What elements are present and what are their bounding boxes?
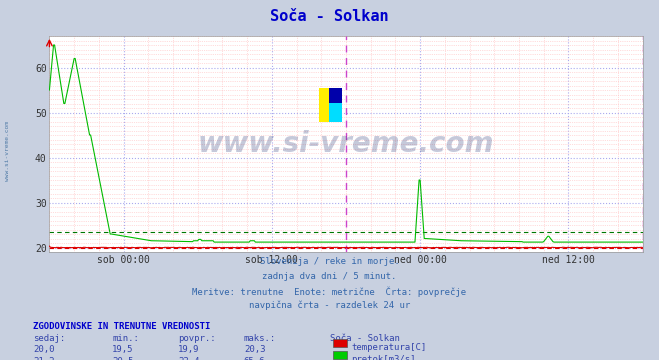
Text: povpr.:: povpr.: (178, 334, 215, 343)
Text: zadnja dva dni / 5 minut.: zadnja dva dni / 5 minut. (262, 272, 397, 281)
Text: 19,5: 19,5 (112, 345, 134, 354)
Bar (320, 88, 342, 122)
Text: 20,3: 20,3 (244, 345, 266, 354)
Text: maks.:: maks.: (244, 334, 276, 343)
Text: ZGODOVINSKE IN TRENUTNE VREDNOSTI: ZGODOVINSKE IN TRENUTNE VREDNOSTI (33, 322, 210, 331)
Text: www.si-vreme.com: www.si-vreme.com (5, 121, 11, 181)
Text: 21,2: 21,2 (33, 357, 55, 360)
Text: 19,9: 19,9 (178, 345, 200, 354)
Text: 23,4: 23,4 (178, 357, 200, 360)
Text: www.si-vreme.com: www.si-vreme.com (198, 130, 494, 158)
Bar (330, 88, 342, 103)
Text: temperatura[C]: temperatura[C] (351, 343, 426, 352)
Text: Meritve: trenutne  Enote: metrične  Črta: povprečje: Meritve: trenutne Enote: metrične Črta: … (192, 286, 467, 297)
Text: navpična črta - razdelek 24 ur: navpična črta - razdelek 24 ur (249, 301, 410, 310)
Text: Soča - Solkan: Soča - Solkan (270, 9, 389, 24)
Text: pretok[m3/s]: pretok[m3/s] (351, 355, 416, 360)
Text: 20,5: 20,5 (112, 357, 134, 360)
Text: Soča - Solkan: Soča - Solkan (330, 334, 399, 343)
Text: sedaj:: sedaj: (33, 334, 65, 343)
Text: Slovenija / reke in morje.: Slovenija / reke in morje. (260, 257, 399, 266)
Text: 20,0: 20,0 (33, 345, 55, 354)
Text: min.:: min.: (112, 334, 139, 343)
Text: 65,6: 65,6 (244, 357, 266, 360)
Bar (330, 103, 342, 122)
